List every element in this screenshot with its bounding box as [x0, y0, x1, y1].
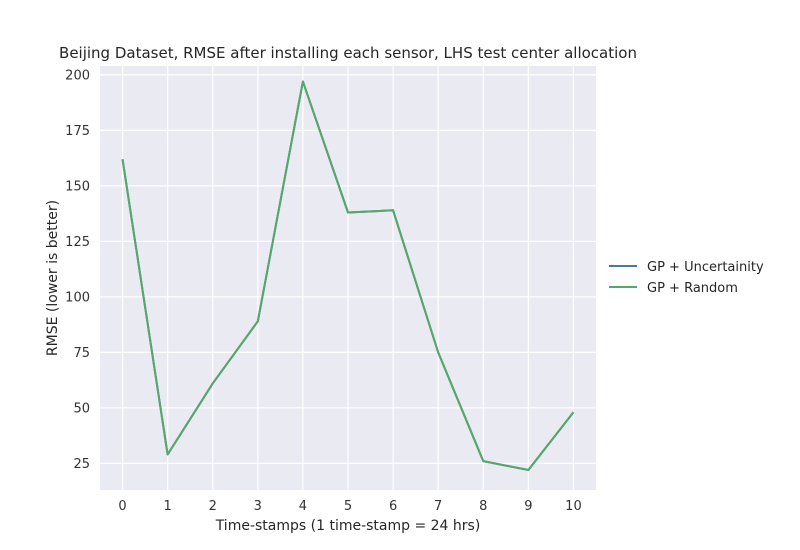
series-line-gp-random	[121, 80, 575, 472]
grid	[100, 66, 596, 490]
x-tick-label: 6	[389, 499, 397, 514]
y-tick-label: 75	[73, 346, 90, 361]
x-tick-label: 7	[434, 499, 442, 514]
series-lines	[121, 80, 575, 472]
ticks: 0 1 2 3 4 5 6 7 8 9 10 25 50 75 100 125 150 175 200	[65, 68, 582, 514]
y-tick-label: 50	[73, 401, 90, 416]
legend-label-gp-random: GP + Random	[647, 281, 738, 296]
x-tick-label: 2	[209, 499, 217, 514]
y-axis-label: RMSE (lower is better)	[45, 200, 61, 356]
chart-title: Beijing Dataset, RMSE after installing e…	[59, 44, 637, 62]
y-tick-label: 25	[73, 457, 90, 472]
y-tick-label: 100	[65, 290, 90, 305]
x-tick-label: 1	[163, 499, 171, 514]
x-tick-label: 8	[479, 499, 487, 514]
y-tick-label: 125	[65, 235, 90, 250]
legend: GP + Uncertainity GP + Random	[609, 260, 764, 296]
x-tick-label: 9	[524, 499, 532, 514]
y-tick-label: 175	[65, 124, 90, 139]
x-tick-label: 3	[254, 499, 262, 514]
x-tick-label: 10	[565, 499, 582, 514]
y-tick-label: 200	[65, 68, 90, 83]
x-tick-label: 0	[118, 499, 126, 514]
y-tick-label: 150	[65, 179, 90, 194]
x-axis-label: Time-stamps (1 time-stamp = 24 hrs)	[215, 518, 481, 534]
x-tick-label: 4	[299, 499, 307, 514]
legend-label-gp-uncertainity: GP + Uncertainity	[647, 260, 764, 275]
x-tick-label: 5	[344, 499, 352, 514]
